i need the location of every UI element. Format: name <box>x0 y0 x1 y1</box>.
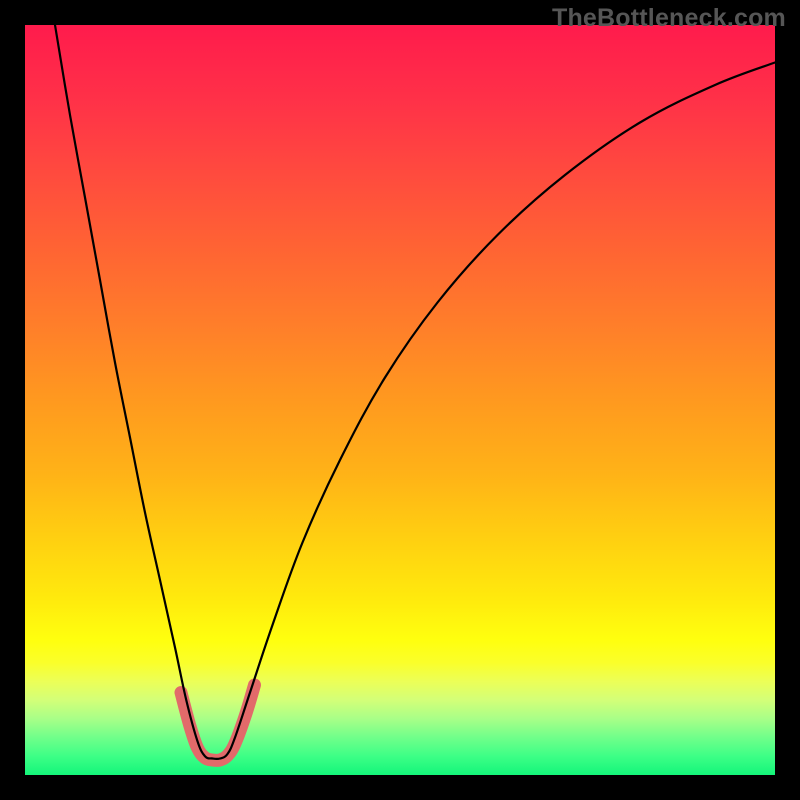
bottleneck-chart <box>0 0 800 800</box>
chart-background <box>25 25 775 775</box>
watermark-text: TheBottleneck.com <box>552 4 786 33</box>
chart-frame: TheBottleneck.com <box>0 0 800 800</box>
